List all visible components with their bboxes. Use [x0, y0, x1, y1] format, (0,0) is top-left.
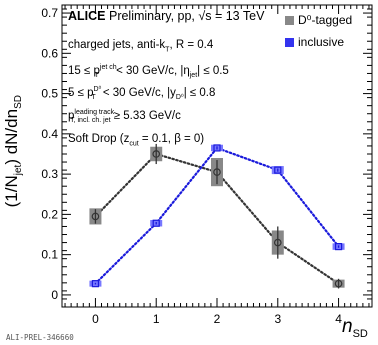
y-axis-label: (1/Njet) dN/dnSD [1, 95, 25, 208]
data-point [334, 279, 343, 288]
data-point [91, 212, 100, 221]
data-marks [89, 143, 345, 289]
y-tick-label: 0.2 [41, 207, 58, 221]
legend-swatch-d0 [285, 16, 294, 25]
annotation-line-2: charged jets, anti-kT, R = 0.4 [68, 39, 214, 54]
preliminary-id: ALI-PREL-346660 [6, 333, 74, 342]
data-point [91, 280, 100, 288]
y-tick-label: 0.3 [41, 167, 58, 181]
data-point [152, 219, 160, 227]
axis-ticks [62, 5, 372, 308]
annotation-line-6: Soft Drop (zcut = 0.1, β = 0) [68, 133, 205, 148]
y-tick-label: 0.4 [41, 127, 58, 141]
annotation-line-1: ALICE Preliminary, pp, √s = 13 TeV [68, 9, 265, 23]
annotation-line-3: 15 ≤ pjet chT < 30 GeV/c, |ηjet| ≤ 0.5 [68, 64, 229, 80]
x-tick-label: 0 [92, 312, 99, 326]
legend-label-d0: D⁰-tagged [298, 13, 353, 27]
data-point [334, 243, 343, 251]
annotation-line-5: pleading trackT, incl. ch. jet ≥ 5.33 Ge… [68, 109, 181, 125]
y-tick-label: 0.7 [41, 6, 58, 20]
legend-swatch-inclusive [285, 38, 294, 47]
y-tick-label: 0.6 [41, 46, 58, 60]
data-point [152, 150, 161, 158]
x-axis-label: nSD [342, 316, 368, 340]
x-tick-label: 2 [214, 312, 221, 326]
x-tick-label: 3 [274, 312, 281, 326]
legend-label-inclusive: inclusive [298, 35, 345, 49]
y-tick-label: 0.5 [41, 87, 58, 101]
data-point [213, 144, 221, 152]
data-point [273, 238, 282, 247]
tick-labels: 0 0.1 0.2 0.3 0.4 0.5 0.6 0.7 0 1 2 3 4 [41, 6, 342, 326]
y-tick-label: 0 [51, 288, 58, 302]
annotation-line-4: 5 ≤ pD⁰T < 30 GeV/c, |yD⁰| ≤ 0.8 [68, 86, 216, 102]
data-point [274, 166, 282, 174]
data-point [213, 168, 221, 176]
y-tick-label: 0.1 [41, 248, 58, 262]
x-tick-label: 4 [335, 312, 342, 326]
x-tick-label: 1 [153, 312, 160, 326]
